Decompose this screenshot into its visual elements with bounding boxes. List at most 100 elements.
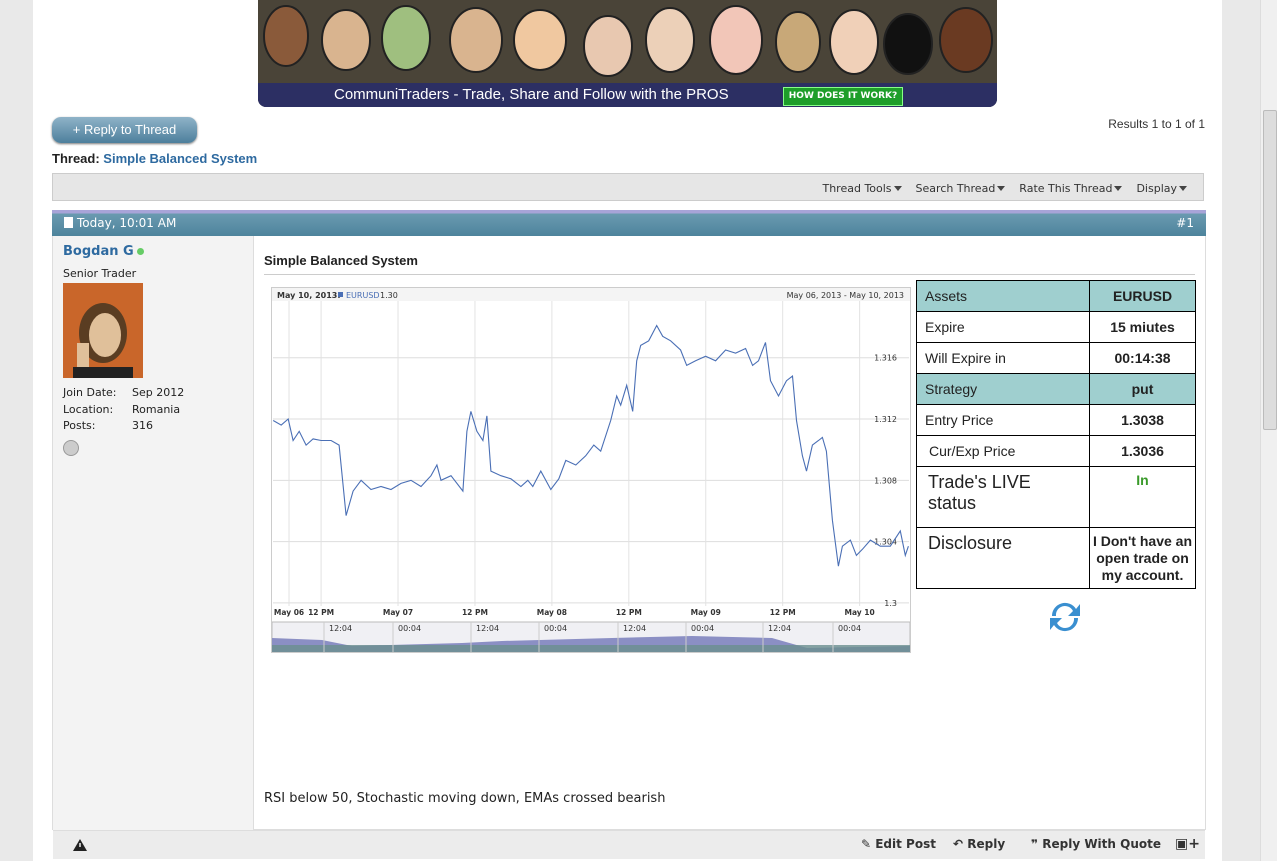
thread-label: Thread:: [52, 151, 100, 166]
edit-post[interactable]: ✎ Edit Post: [861, 837, 936, 851]
navigator-label: 00:04: [544, 624, 567, 633]
x-tick-label: May 06: [274, 608, 304, 617]
trade-row: Entry Price 1.3038: [916, 404, 1196, 436]
y-tick-label: 1.316: [874, 354, 897, 363]
trade-value: 00:14:38: [1089, 342, 1196, 374]
navigator-label: 12:04: [768, 624, 791, 633]
report-icon[interactable]: [73, 839, 87, 851]
post-body: [52, 236, 1206, 830]
post-title: Simple Balanced System: [264, 253, 418, 268]
x-tick-label: May 09: [691, 608, 721, 617]
y-tick-label: 1.3: [884, 599, 897, 608]
banner-text: CommuniTraders - Trade, Share and Follow…: [334, 86, 729, 103]
thread-toolbar: Thread Tools Search Thread Rate This Threa…: [52, 173, 1204, 201]
navigator-label: 12:04: [329, 624, 352, 633]
legend-value: 1.30: [380, 291, 398, 300]
chart-header: [272, 288, 910, 301]
trade-value: 1.3036: [1089, 435, 1196, 467]
username-text[interactable]: Bogdan G: [63, 244, 134, 259]
navigator-label: 12:04: [623, 624, 646, 633]
trade-value: EURUSD: [1089, 280, 1196, 312]
scroll-thumb[interactable]: [1263, 110, 1277, 430]
post-footer: ✎ Edit Post ↶ Reply ❞ Reply With Quote ▣…: [53, 830, 1205, 859]
navigator-label: 00:04: [398, 624, 421, 633]
info-label: Join Date:: [63, 386, 117, 399]
results-count: Results 1 to 1 of 1: [1108, 117, 1205, 131]
post-message: RSI below 50, Stochastic moving down, EM…: [264, 791, 666, 806]
edit-post-text[interactable]: Edit Post: [875, 837, 936, 851]
trade-value: In: [1089, 466, 1196, 528]
trade-label: Strategy: [916, 373, 1090, 405]
trade-label: Disclosure: [916, 527, 1090, 589]
y-tick-label: 1.304: [874, 538, 897, 547]
trade-value: 15 miutes: [1089, 311, 1196, 343]
trade-row: Will Expire in 00:14:38: [916, 342, 1196, 374]
user-info-row: Location: Romania: [63, 402, 184, 419]
trade-row: Expire 15 miutes: [916, 311, 1196, 343]
x-tick-label: May 07: [383, 608, 413, 617]
x-tick-label: 12 PM: [616, 608, 642, 617]
trade-label: Trade's LIVE status: [916, 466, 1090, 528]
trade-value: put: [1089, 373, 1196, 405]
thread-tools[interactable]: Thread Tools: [822, 182, 901, 195]
trade-label: Will Expire in: [916, 342, 1090, 374]
title-rule: [264, 274, 1195, 275]
refresh-icon[interactable]: [1046, 598, 1084, 636]
legend-name: EURUSD: [346, 291, 380, 300]
reply-with-quote[interactable]: ❞ Reply With Quote: [1031, 837, 1161, 851]
user-info-row: Posts: 316: [63, 418, 184, 435]
thread-heading: Thread: Simple Balanced System: [52, 151, 257, 166]
user-rank: Senior Trader: [63, 267, 137, 280]
x-tick-label: May 08: [537, 608, 567, 617]
reply-quote-text[interactable]: Reply With Quote: [1042, 837, 1161, 851]
post-icon: [64, 217, 73, 228]
x-tick-label: 12 PM: [308, 608, 334, 617]
x-tick-label: 12 PM: [462, 608, 488, 617]
post-date: Today, 10:01 AM: [77, 216, 177, 230]
y-tick-label: 1.308: [874, 476, 897, 485]
trade-table: Assets EURUSD Expire 15 miutes Will Expire i…: [916, 280, 1196, 589]
chart-date: May 10, 2013:: [277, 291, 341, 300]
user-pane: Bogdan G Senior Trader Join Date: Sep 201…: [53, 236, 254, 830]
y-tick-label: 1.312: [874, 415, 897, 424]
post-number[interactable]: #1: [1176, 216, 1194, 230]
legend-swatch: [338, 292, 343, 297]
navigator-base: [272, 645, 910, 652]
user-icon[interactable]: [63, 440, 79, 456]
navigator-label: 12:04: [476, 624, 499, 633]
x-tick-label: May 10: [845, 608, 875, 617]
price-chart: May 10, 2013: EURUSD 1.30 May 06, 2013 - Ma…: [271, 287, 911, 653]
trade-row: Trade's LIVE status In: [916, 466, 1196, 528]
reply-to-thread-button[interactable]: + Reply to Thread: [52, 117, 197, 143]
username[interactable]: Bogdan G: [63, 244, 144, 259]
price-line: [272, 324, 909, 567]
banner[interactable]: CommuniTraders - Trade, Share and Follow…: [258, 0, 997, 107]
reply-text[interactable]: Reply: [967, 837, 1006, 851]
info-value: Sep 2012: [132, 386, 185, 399]
trade-label: Entry Price: [916, 404, 1090, 436]
info-label: Posts:: [63, 419, 96, 432]
navigator-label: 00:04: [691, 624, 714, 633]
chart-range: May 06, 2013 - May 10, 2013: [787, 291, 904, 300]
banner-button[interactable]: HOW DOES IT WORK?: [783, 87, 903, 106]
reply[interactable]: ↶ Reply: [953, 837, 1006, 851]
rate-thread[interactable]: Rate This Thread: [1019, 182, 1122, 195]
trade-row: Strategy put: [916, 373, 1196, 405]
trade-row: Disclosure I Don't have an open trade on …: [916, 527, 1196, 589]
multi-quote[interactable]: ▣+: [1175, 836, 1200, 852]
display-menu[interactable]: Display: [1136, 182, 1187, 195]
navigator-label: 00:04: [838, 624, 861, 633]
trade-label: Expire: [916, 311, 1090, 343]
user-info-row: Join Date: Sep 2012: [63, 385, 184, 402]
info-label: Location:: [63, 402, 114, 416]
info-value: Romania: [132, 402, 181, 416]
search-thread[interactable]: Search Thread: [916, 182, 1006, 195]
thread-title[interactable]: Simple Balanced System: [103, 151, 258, 166]
user-info: Join Date: Sep 2012 Location: Romania Posts:…: [63, 385, 184, 435]
scrollbar[interactable]: [1260, 0, 1277, 861]
banner-art: [258, 0, 997, 84]
trade-row: Assets EURUSD: [916, 280, 1196, 312]
info-value: 316: [132, 419, 153, 432]
trade-value: I Don't have an open trade on my account…: [1089, 527, 1196, 589]
